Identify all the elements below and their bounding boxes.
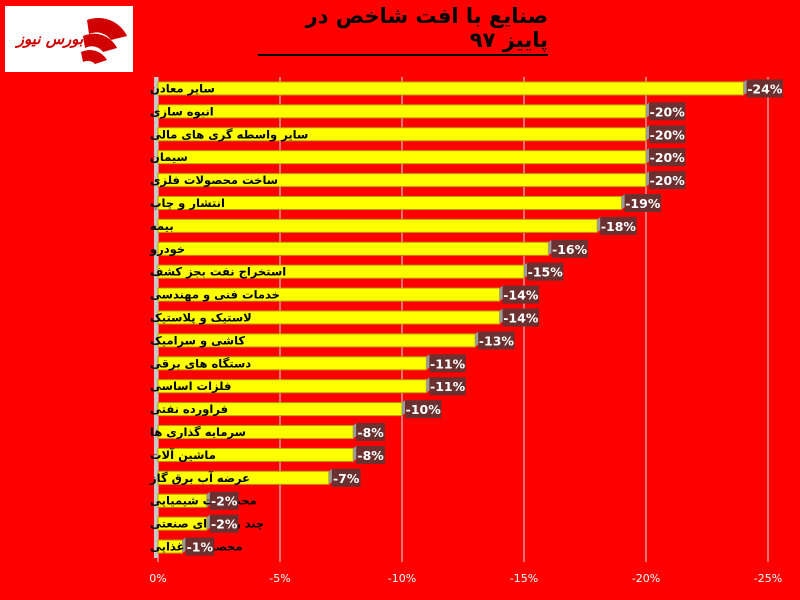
data-label: -19%	[625, 196, 661, 211]
axis-wall	[154, 77, 158, 558]
logo-swoosh-1	[87, 17, 127, 40]
data-label-box	[185, 537, 215, 556]
category-label: دستگاه های برقی	[150, 356, 251, 370]
category-label: انبوه سازی	[150, 104, 214, 119]
data-label: -24%	[747, 81, 783, 96]
data-label: -11%	[430, 356, 466, 371]
data-label-box	[649, 171, 686, 190]
data-label: -13%	[479, 333, 515, 348]
data-label: -2%	[211, 517, 238, 532]
x-tick-label: -5%	[269, 572, 290, 585]
data-label-box	[527, 262, 564, 281]
data-label-box	[624, 193, 661, 212]
data-label-box	[356, 423, 385, 442]
bar	[157, 218, 598, 233]
category-label: خودرو	[149, 242, 185, 257]
category-label: عرضه آب برق گاز	[149, 471, 250, 485]
logo-text: بورس نیوز	[16, 30, 84, 48]
x-tick-label: 0%	[149, 572, 166, 585]
data-label: -2%	[211, 494, 238, 509]
category-label: چند رشته ای صنعتی	[150, 517, 264, 531]
data-label: -7%	[333, 471, 360, 486]
category-label: لاستیک و پلاستیک	[150, 311, 252, 326]
data-label-box	[356, 445, 385, 464]
data-label-box	[429, 377, 466, 396]
bar	[157, 241, 549, 256]
data-label: -8%	[357, 448, 384, 463]
category-label: ماشین آلات	[150, 448, 216, 462]
category-labels: سایر معادن انبوه سازی سایر واسطه گری های م…	[149, 81, 308, 554]
data-label-box	[600, 216, 637, 235]
data-label: -16%	[552, 242, 588, 257]
data-label-box	[551, 239, 588, 258]
data-label-box	[405, 400, 442, 419]
bars	[157, 78, 748, 554]
logo-swoosh-3	[81, 50, 107, 64]
x-tick-label: -15%	[510, 572, 538, 585]
chart-title-text: صنایع با افت شاخص در پاییز ۹۷	[258, 4, 548, 56]
data-label: -11%	[430, 379, 466, 394]
data-label-box	[649, 148, 686, 167]
data-label-box	[331, 468, 361, 487]
data-label-box	[649, 125, 686, 144]
category-label: ساخت محصولات فلزی	[150, 173, 278, 188]
data-label: -14%	[503, 288, 539, 303]
bar	[157, 195, 623, 210]
category-label: انتشار و چاپ	[150, 196, 225, 211]
category-label: فلزات اساسی	[150, 379, 231, 393]
data-label: -10%	[406, 402, 442, 417]
x-tick-labels: 0% -5% -10% -15% -20% -25%	[149, 572, 782, 585]
bar	[157, 104, 647, 119]
x-tick-label: -25%	[754, 572, 782, 585]
category-label: کاشی و سرامیک	[150, 333, 245, 348]
data-label: -20%	[650, 150, 686, 165]
data-label: -18%	[601, 219, 637, 234]
category-label: سیمان	[150, 150, 188, 164]
data-label: -20%	[650, 127, 686, 142]
data-label: -15%	[528, 265, 564, 280]
data-label: -20%	[650, 173, 686, 188]
data-label-box	[649, 102, 686, 121]
category-label: سرمایه گذاری ها	[150, 425, 246, 439]
category-label: خدمات فنی و مهندسی	[150, 288, 280, 303]
data-label-box	[502, 285, 539, 304]
data-label: -1%	[187, 540, 214, 555]
bar	[157, 150, 647, 165]
category-label: استخراج نفت بجز کشف	[150, 265, 286, 280]
x-tick-label: -10%	[388, 572, 416, 585]
bar	[157, 81, 745, 96]
data-label-box	[746, 79, 783, 98]
category-label: بیمه	[150, 219, 174, 233]
data-label-box	[209, 491, 239, 510]
data-label-box	[209, 514, 239, 533]
bourse-news-logo-icon: بورس نیوز	[5, 6, 133, 72]
category-label: سایر واسطه گری های مالی	[150, 127, 308, 142]
data-label-box	[478, 331, 515, 350]
data-label: -14%	[503, 311, 539, 326]
data-labels: -24% -20% -20% -20% -20% -19% -18% -16% -15% -14%…	[185, 79, 783, 556]
category-label: سایر معادن	[150, 81, 215, 95]
category-label: فراورده نفتی	[150, 402, 228, 417]
logo-graphic	[81, 17, 127, 64]
x-tick-label: -20%	[632, 572, 660, 585]
logo-swoosh-2	[83, 33, 117, 52]
data-label-box	[429, 354, 466, 373]
data-label: -8%	[357, 425, 384, 440]
chart-title: صنایع با افت شاخص در پاییز ۹۷	[258, 4, 548, 56]
category-label: محصولات شیمیایی	[150, 494, 257, 509]
data-label: -20%	[650, 104, 686, 119]
data-label-box	[502, 308, 539, 327]
